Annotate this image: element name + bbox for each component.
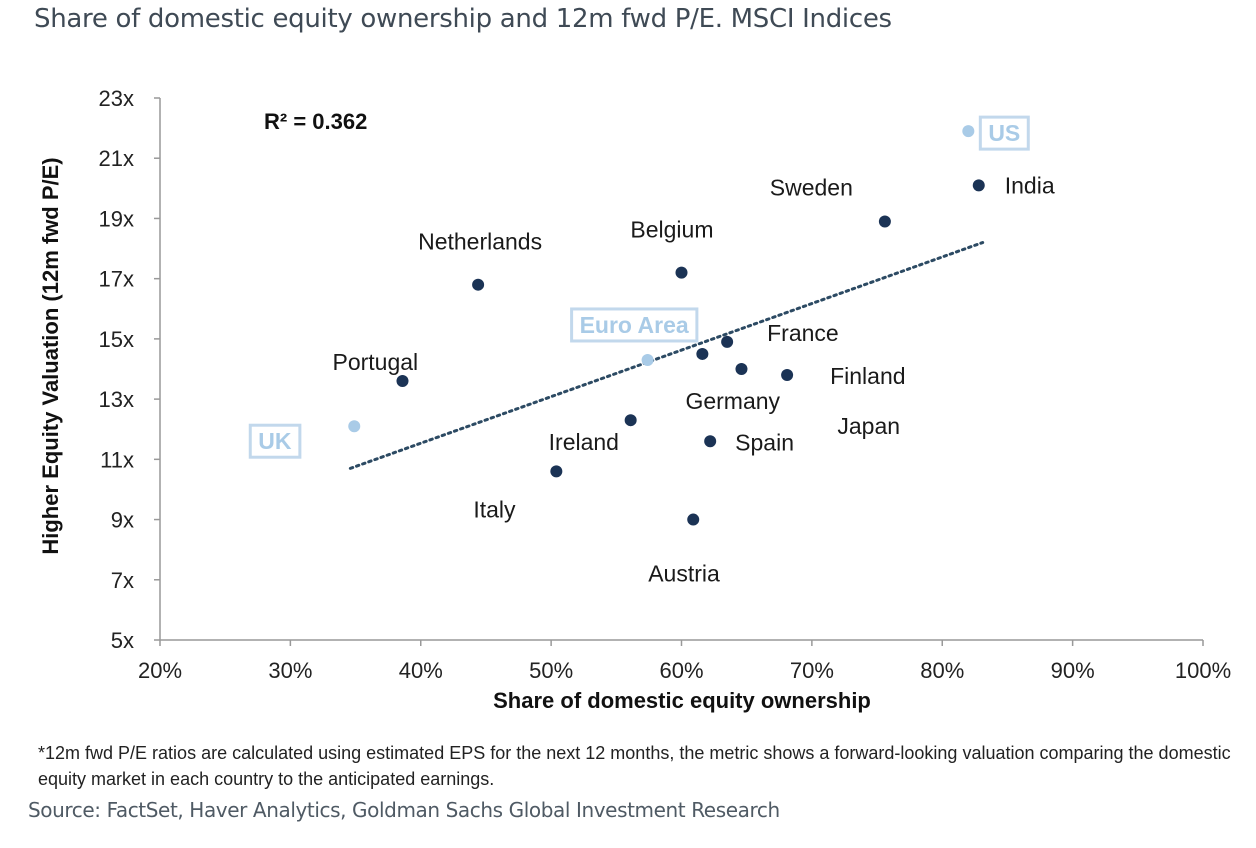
point-japan <box>696 347 709 360</box>
point-sweden <box>878 215 891 228</box>
y-tick-label: 17x <box>99 267 134 292</box>
point-spain <box>704 435 717 448</box>
point-us <box>962 125 975 138</box>
label-uk: UK <box>258 428 292 454</box>
x-tick-label: 100% <box>1175 658 1231 683</box>
y-tick-label: 9x <box>111 508 134 533</box>
x-tick-label: 60% <box>659 658 703 683</box>
y-tick-label: 13x <box>99 387 134 412</box>
label-japan: Japan <box>837 413 900 439</box>
point-uk <box>348 420 361 433</box>
label-us: US <box>988 120 1020 146</box>
y-tick-label: 21x <box>99 146 134 171</box>
y-tick-label: 7x <box>111 568 134 593</box>
label-box-us <box>978 115 1030 151</box>
label-box-euro-area <box>570 307 699 343</box>
label-portugal: Portugal <box>332 349 418 375</box>
point-france <box>721 335 734 348</box>
point-netherlands <box>472 278 485 291</box>
label-germany: Germany <box>685 388 780 414</box>
label-finland: Finland <box>830 363 905 389</box>
y-tick-label: 23x <box>99 86 134 111</box>
chart-title: Share of domestic equity ownership and 1… <box>34 4 892 34</box>
point-belgium <box>675 266 688 279</box>
source-note: Source: FactSet, Haver Analytics, Goldma… <box>28 798 780 822</box>
x-tick-label: 70% <box>790 658 834 683</box>
x-tick-label: 40% <box>399 658 443 683</box>
label-sweden: Sweden <box>770 174 853 200</box>
point-euro-area <box>641 353 654 366</box>
trendline <box>348 241 985 470</box>
point-italy <box>550 465 563 478</box>
x-tick-label: 90% <box>1051 658 1095 683</box>
label-box-uk <box>248 423 302 459</box>
label-spain: Spain <box>735 429 794 455</box>
x-tick-label: 20% <box>138 658 182 683</box>
x-tick-label: 80% <box>920 658 964 683</box>
r-squared-annotation: R² = 0.362 <box>264 109 367 134</box>
label-italy: Italy <box>473 496 516 522</box>
point-finland <box>781 369 794 382</box>
y-tick-label: 15x <box>99 327 134 352</box>
point-austria <box>687 513 700 526</box>
point-ireland <box>624 414 637 427</box>
label-euro-area: Euro Area <box>580 312 689 338</box>
label-india: India <box>1005 172 1055 198</box>
label-austria: Austria <box>648 561 720 587</box>
x-tick-label: 30% <box>268 658 312 683</box>
footnote: *12m fwd P/E ratios are calculated using… <box>38 743 1231 789</box>
y-tick-label: 5x <box>111 628 134 653</box>
point-germany <box>735 363 748 375</box>
label-belgium: Belgium <box>630 217 713 243</box>
y-tick-label: 11x <box>100 447 134 472</box>
x-axis-title: Share of domestic equity ownership <box>493 688 871 713</box>
y-tick-label: 19x <box>99 206 134 231</box>
point-india <box>972 179 985 192</box>
point-portugal <box>396 375 409 388</box>
label-ireland: Ireland <box>549 429 619 455</box>
y-axis-title: Higher Equity Valuation (12m fwd P/E) <box>38 157 63 554</box>
label-netherlands: Netherlands <box>418 229 542 255</box>
label-france: France <box>767 320 839 346</box>
x-tick-label: 50% <box>529 658 573 683</box>
